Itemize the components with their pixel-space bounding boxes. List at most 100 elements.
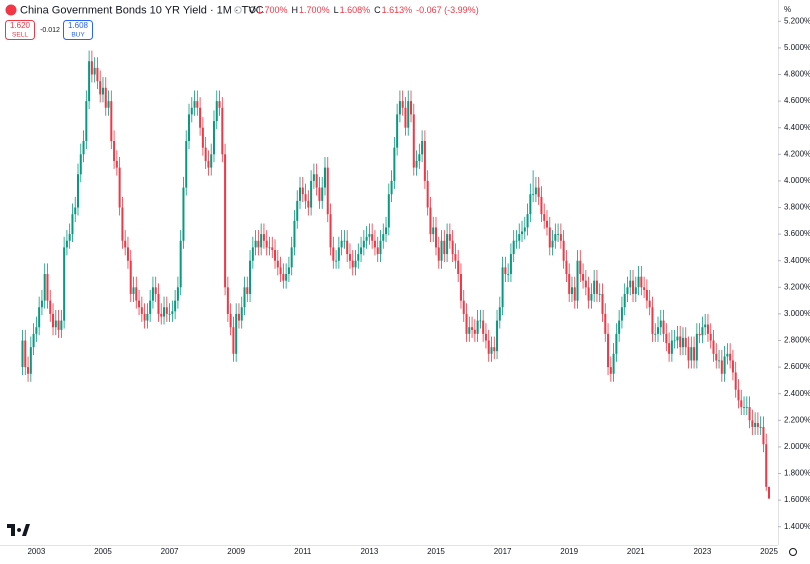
candle-body (571, 287, 573, 294)
candle-body (343, 241, 345, 242)
candle-body (693, 347, 695, 360)
candle-body (685, 338, 687, 347)
candle-body (457, 261, 459, 274)
candle-body (460, 274, 462, 301)
candle-body (216, 101, 218, 121)
candle-body (144, 314, 146, 321)
candle-body (371, 234, 373, 241)
candle-body (46, 274, 48, 301)
candle-body (146, 314, 148, 321)
candle-body (432, 227, 434, 234)
candle-body (127, 247, 129, 260)
y-tick-label: 1.400% (784, 522, 810, 531)
candle-body (743, 407, 745, 408)
candle-body (268, 247, 270, 248)
candle-body (538, 188, 540, 197)
y-tick-label: 4.000% (784, 176, 810, 185)
candle-body (615, 334, 617, 354)
candle-body (155, 287, 157, 294)
y-tick-label: 3.800% (784, 203, 810, 212)
candle-body (99, 81, 101, 94)
candle-body (651, 307, 653, 334)
candle-body (413, 114, 415, 167)
candle-body (313, 174, 315, 181)
candle-body (638, 277, 640, 288)
candle-body (393, 148, 395, 181)
candle-body (510, 254, 512, 274)
candle-body (194, 101, 196, 108)
candle-body (629, 281, 631, 288)
candle-body (360, 247, 362, 254)
candle-body (640, 277, 642, 288)
candle-body (524, 227, 526, 231)
legend-key: H (292, 5, 299, 15)
candle-body (488, 341, 490, 354)
candle-body (124, 241, 126, 248)
candle-body (49, 301, 51, 314)
candle-body (271, 247, 273, 250)
candle-body (479, 321, 481, 322)
candle-body (382, 234, 384, 241)
candle-body (424, 141, 426, 181)
candle-body (554, 234, 556, 241)
x-tick-label: 2005 (94, 547, 112, 556)
candle-body (374, 241, 376, 248)
candle-body (180, 241, 182, 288)
candle-body (335, 261, 337, 262)
candle-body (490, 347, 492, 354)
candle-body (366, 237, 368, 241)
candle-body (60, 321, 62, 330)
candle-body (471, 327, 473, 330)
candle-body (199, 108, 201, 128)
candle-body (307, 201, 309, 208)
candle-body (649, 301, 651, 308)
candle-body (157, 294, 159, 314)
legend-key: C (374, 5, 381, 15)
candle-body (318, 188, 320, 201)
candle-body (330, 214, 332, 247)
candle-body (149, 301, 151, 314)
candle-body (316, 174, 318, 187)
candle-body (163, 307, 165, 316)
x-tick-label: 2007 (161, 547, 179, 556)
candle-body (255, 241, 257, 248)
candle-body (679, 337, 681, 348)
legend-value: 1.613% (382, 5, 413, 15)
candle-body (349, 254, 351, 261)
y-tick-label: 4.800% (784, 70, 810, 79)
candle-body (577, 261, 579, 301)
candle-body (696, 334, 698, 361)
candle-body (404, 108, 406, 128)
legend-key: L (334, 5, 339, 15)
candle-body (191, 108, 193, 115)
candle-body (219, 101, 221, 108)
candle-body (133, 287, 135, 294)
candle-body (704, 325, 706, 328)
candle-body (166, 307, 168, 314)
candle-body (274, 250, 276, 261)
candle-body (454, 254, 456, 261)
candle-body (604, 314, 606, 334)
candle-body (421, 141, 423, 154)
candle-body (574, 287, 576, 300)
y-tick-label: 1.600% (784, 495, 810, 504)
candle-body (357, 254, 359, 261)
candle-body (507, 274, 509, 275)
legend-value: 1.700% (257, 5, 288, 15)
candle-body (607, 334, 609, 367)
x-tick-label: 2025 (760, 547, 778, 556)
candle-body (502, 267, 504, 307)
candle-body (177, 287, 179, 300)
candle-body (22, 341, 24, 368)
candle-body (24, 341, 26, 368)
candle-body (643, 287, 645, 290)
sell-price: 1.620 (10, 21, 31, 30)
candle-body (55, 321, 57, 328)
candle-body (660, 321, 662, 328)
candle-body (588, 287, 590, 300)
candle-body (379, 241, 381, 254)
candle-body (438, 247, 440, 260)
candle-body (119, 168, 121, 208)
candle-body (765, 444, 767, 487)
